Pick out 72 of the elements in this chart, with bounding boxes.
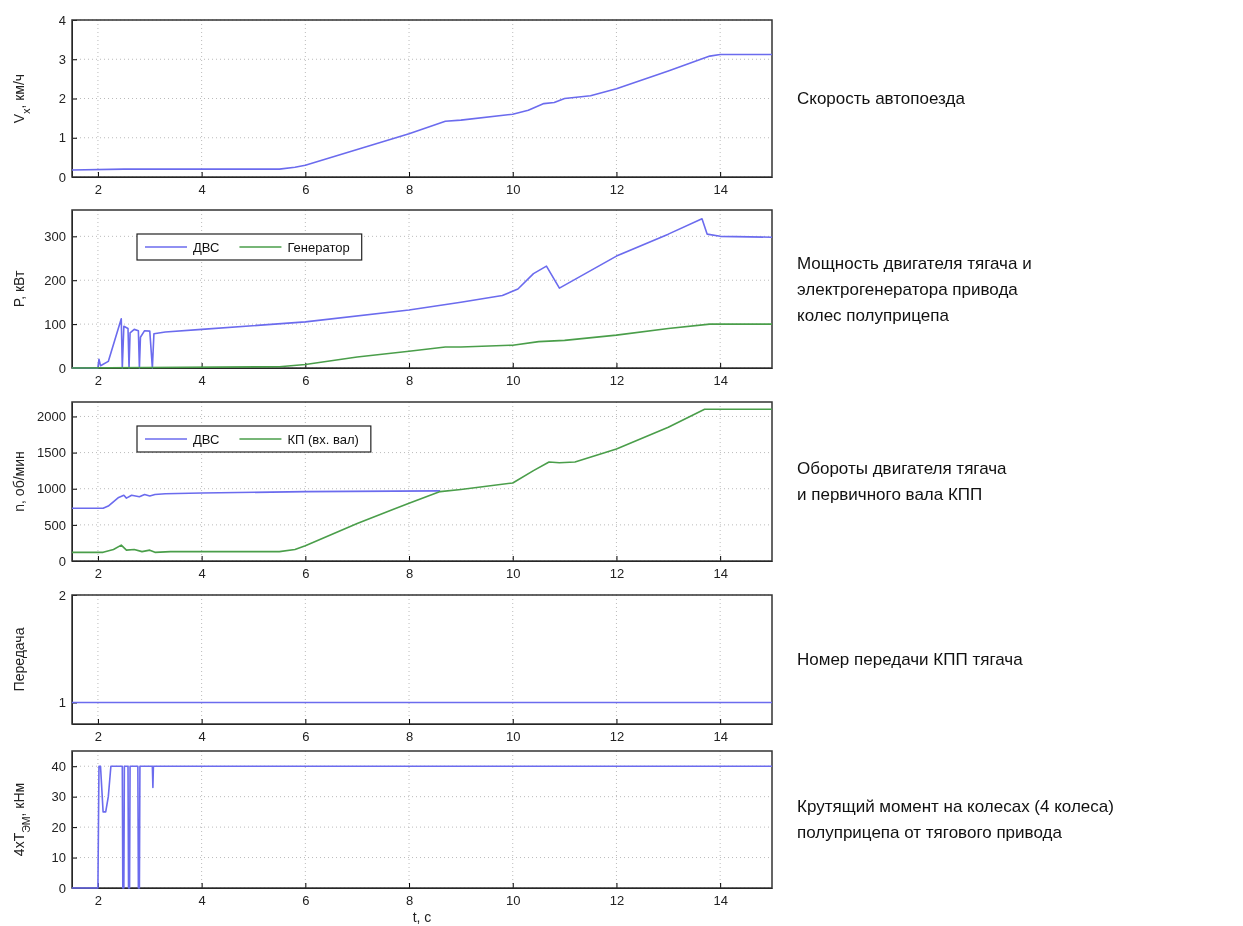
x-axis-title: t, c [412,909,432,925]
y-tick-label: 4 [58,12,66,28]
x-tick-label: 8 [405,566,414,582]
x-tick-label: 10 [506,729,521,745]
x-tick-label: 6 [302,566,310,582]
y-axis-title: n, об/мин [11,451,27,512]
x-tick-label: 14 [713,373,728,389]
x-tick-label: 14 [713,182,728,198]
y-tick-label: 30 [51,789,66,805]
line-series [71,53,773,171]
x-tick-label: 8 [405,182,414,198]
legend-label: ДВС [193,431,220,447]
x-tick-label: 14 [713,729,728,745]
text: Крутящий момент на колесах (4 колеса) полуприцепа от тягового привода [797,797,1114,843]
y-tick-label: 300 [44,228,66,244]
x-tick-label: 2 [94,182,103,198]
x-tick-label: 8 [405,893,414,909]
x-tick-label: 6 [302,182,310,198]
y-tick-label: 20 [51,819,66,835]
x-tick-label: 10 [506,893,521,909]
x-tick-label: 4 [198,893,206,909]
x-tick-label: 4 [198,729,206,745]
x-tick-label: 6 [302,729,310,745]
y-tick-label: 2 [58,587,66,603]
x-tick-label: 4 [198,566,206,582]
x-tick-label: 8 [405,729,414,745]
y-tick-label: 1500 [37,445,66,461]
y-tick-label: 0 [58,169,66,185]
text: Скорость автопоезда [797,89,966,109]
y-tick-label: 2000 [37,409,66,425]
y-tick-label: 1 [58,130,66,146]
text: Мощность двигателя тягача и электрогенератора привода колес полуприцепа [797,253,1032,325]
y-tick-label: 1000 [37,481,66,497]
legend-label: КП (вх. вал) [287,431,359,447]
x-tick-label: 4 [198,373,206,389]
y-tick-label: 0 [58,360,66,376]
x-tick-label: 2 [94,729,103,745]
x-tick-label: 10 [506,566,521,582]
x-tick-label: 8 [405,373,414,389]
x-tick-label: 2 [94,373,103,389]
x-tick-label: 4 [198,182,206,198]
y-tick-label: 0 [58,880,66,896]
x-tick-label: 10 [506,182,521,198]
x-tick-label: 12 [609,729,625,745]
y-axis-title: P, кВт [11,270,27,308]
y-tick-label: 0 [58,553,66,569]
y-tick-label: 500 [44,517,66,533]
y-tick-label: 3 [58,51,66,67]
legend-label: ДВС [193,239,220,255]
y-tick-label: 100 [44,316,66,332]
x-tick-label: 14 [713,566,728,582]
x-tick-label: 12 [609,566,625,582]
y-axis-title: Передача [11,627,27,692]
text: Обороты двигателя тягача и первичного вала КПП [797,459,1008,505]
x-tick-label: 2 [94,893,103,909]
legend-label: Генератор [287,239,350,255]
x-tick-label: 10 [506,373,521,389]
x-tick-label: 2 [94,566,103,582]
line-series [71,490,441,510]
text: Номер передачи КПП тягача [797,650,1024,670]
x-tick-label: 12 [609,893,625,909]
x-tick-label: 6 [302,893,310,909]
x-tick-label: 14 [713,893,728,909]
line-series [71,408,773,554]
y-tick-label: 1 [58,695,66,711]
y-tick-label: 10 [51,850,66,866]
y-tick-label: 40 [51,758,66,774]
x-tick-label: 12 [609,373,625,389]
y-tick-label: 200 [44,272,66,288]
x-tick-label: 12 [609,182,625,198]
y-tick-label: 2 [58,91,66,107]
x-tick-label: 6 [302,373,310,389]
